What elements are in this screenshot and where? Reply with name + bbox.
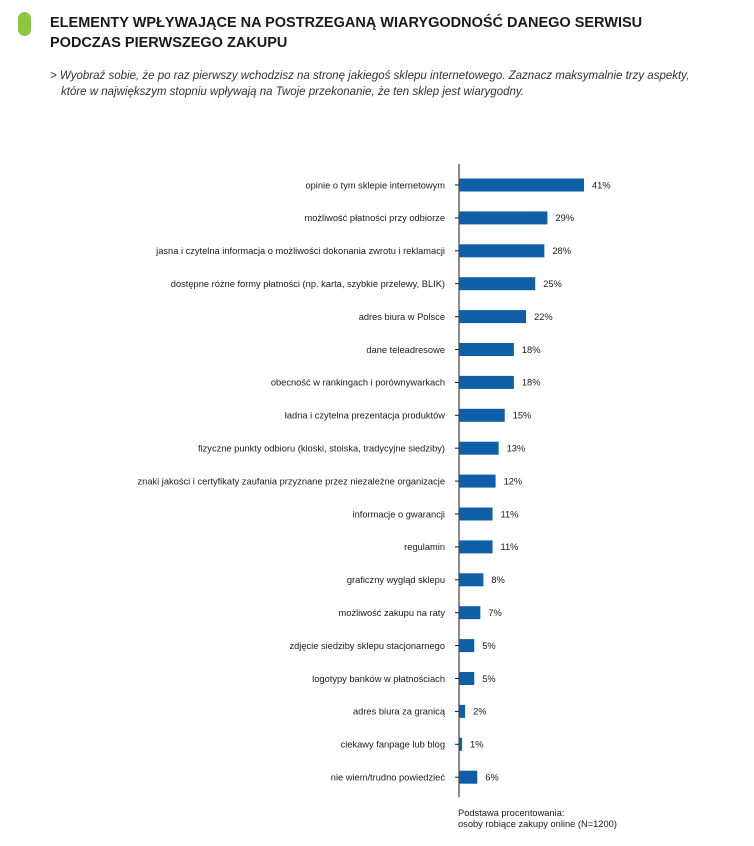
bar (459, 244, 545, 258)
category-label: nie wiem/trudno powiedzieć (331, 773, 446, 783)
survey-question: > Wyobraź sobie, że po raz pierwszy wcho… (50, 68, 740, 100)
bar (459, 375, 514, 389)
category-label: znaki jakości i certyfikaty zaufania prz… (138, 476, 445, 486)
bar (459, 672, 475, 685)
category-label: informacje o gwarancji (353, 509, 446, 519)
chart-title-line-1: ELEMENTY WPŁYWAJĄCE NA POSTRZEGANĄ WIARY… (50, 15, 643, 31)
bar (459, 408, 505, 422)
category-label: jasna i czytelna informacja o możliwości… (155, 246, 445, 256)
value-label: 41% (592, 180, 611, 190)
value-label: 5% (482, 674, 495, 684)
bar (459, 441, 499, 455)
chart-title: ELEMENTY WPŁYWAJĄCE NA POSTRZEGANĄ WIARY… (50, 13, 740, 53)
category-label: regulamin (404, 542, 445, 552)
bar (459, 310, 527, 324)
value-label: 25% (543, 279, 562, 289)
category-label: dane teleadresowe (366, 345, 445, 355)
survey-question-line-1: > Wyobraź sobie, że po raz pierwszy wcho… (50, 70, 690, 82)
value-label: 2% (473, 707, 486, 717)
value-label: 5% (482, 641, 495, 651)
value-label: 11% (501, 509, 519, 519)
bar (459, 277, 536, 291)
bar (459, 573, 484, 587)
category-label: adres biura w Polsce (359, 312, 445, 322)
value-label: 22% (534, 312, 553, 322)
footnote-line-2: osoby robiące zakupy online (N=1200) (458, 819, 617, 829)
value-label: 29% (555, 213, 574, 223)
category-label: graficzny wygląd sklepu (347, 575, 445, 585)
category-label: obecność w rankingach i porównywarkach (271, 378, 445, 388)
category-label: dostępne różne formy płatności (np. kart… (171, 279, 445, 289)
bar (459, 606, 481, 620)
category-label: ładna i czytelna prezentacja produktów (285, 411, 445, 421)
value-label: 13% (507, 444, 526, 454)
bar (459, 343, 514, 356)
category-label: logotypy banków w płatnościach (312, 674, 445, 684)
value-label: 7% (488, 608, 501, 618)
value-label: 11% (501, 542, 519, 552)
bar (459, 178, 584, 192)
value-label: 8% (491, 575, 504, 585)
category-label: opinie o tym sklepie internetowym (305, 180, 445, 190)
bar (459, 540, 493, 554)
bar-chart: opinie o tym sklepie internetowym 41% możl… (138, 164, 611, 798)
bar (459, 507, 493, 521)
value-label: 12% (504, 476, 523, 486)
bar (459, 770, 478, 784)
bar (459, 474, 496, 488)
value-label: 18% (522, 345, 541, 355)
accent-tab (18, 12, 31, 36)
bar (459, 704, 466, 718)
bar (459, 211, 548, 225)
bar (459, 639, 475, 653)
chart-title-line-2: PODCZAS PIERWSZEGO ZAKUPU (50, 35, 288, 51)
category-label: zdjęcie siedziby sklepu stacjonarnego (289, 641, 445, 651)
value-label: 18% (522, 378, 541, 388)
value-label: 6% (485, 773, 498, 783)
bar (459, 737, 463, 751)
value-label: 15% (513, 411, 532, 421)
survey-question-line-2: które w największym stopniu wpływają na … (61, 86, 524, 98)
value-label: 28% (552, 246, 571, 256)
category-label: fizyczne punkty odbioru (kioski, stoiska… (198, 444, 445, 454)
footnote: Podstawa procentowania: osoby robiące za… (458, 808, 738, 830)
footnote-line-1: Podstawa procentowania: (458, 808, 565, 818)
category-label: ciekawy fanpage lub blog (341, 740, 445, 750)
category-label: możliwość płatności przy odbiorze (304, 213, 445, 223)
category-label: adres biura za granicą (353, 707, 446, 717)
value-label: 1% (470, 740, 483, 750)
category-label: możliwość zakupu na raty (339, 608, 446, 618)
